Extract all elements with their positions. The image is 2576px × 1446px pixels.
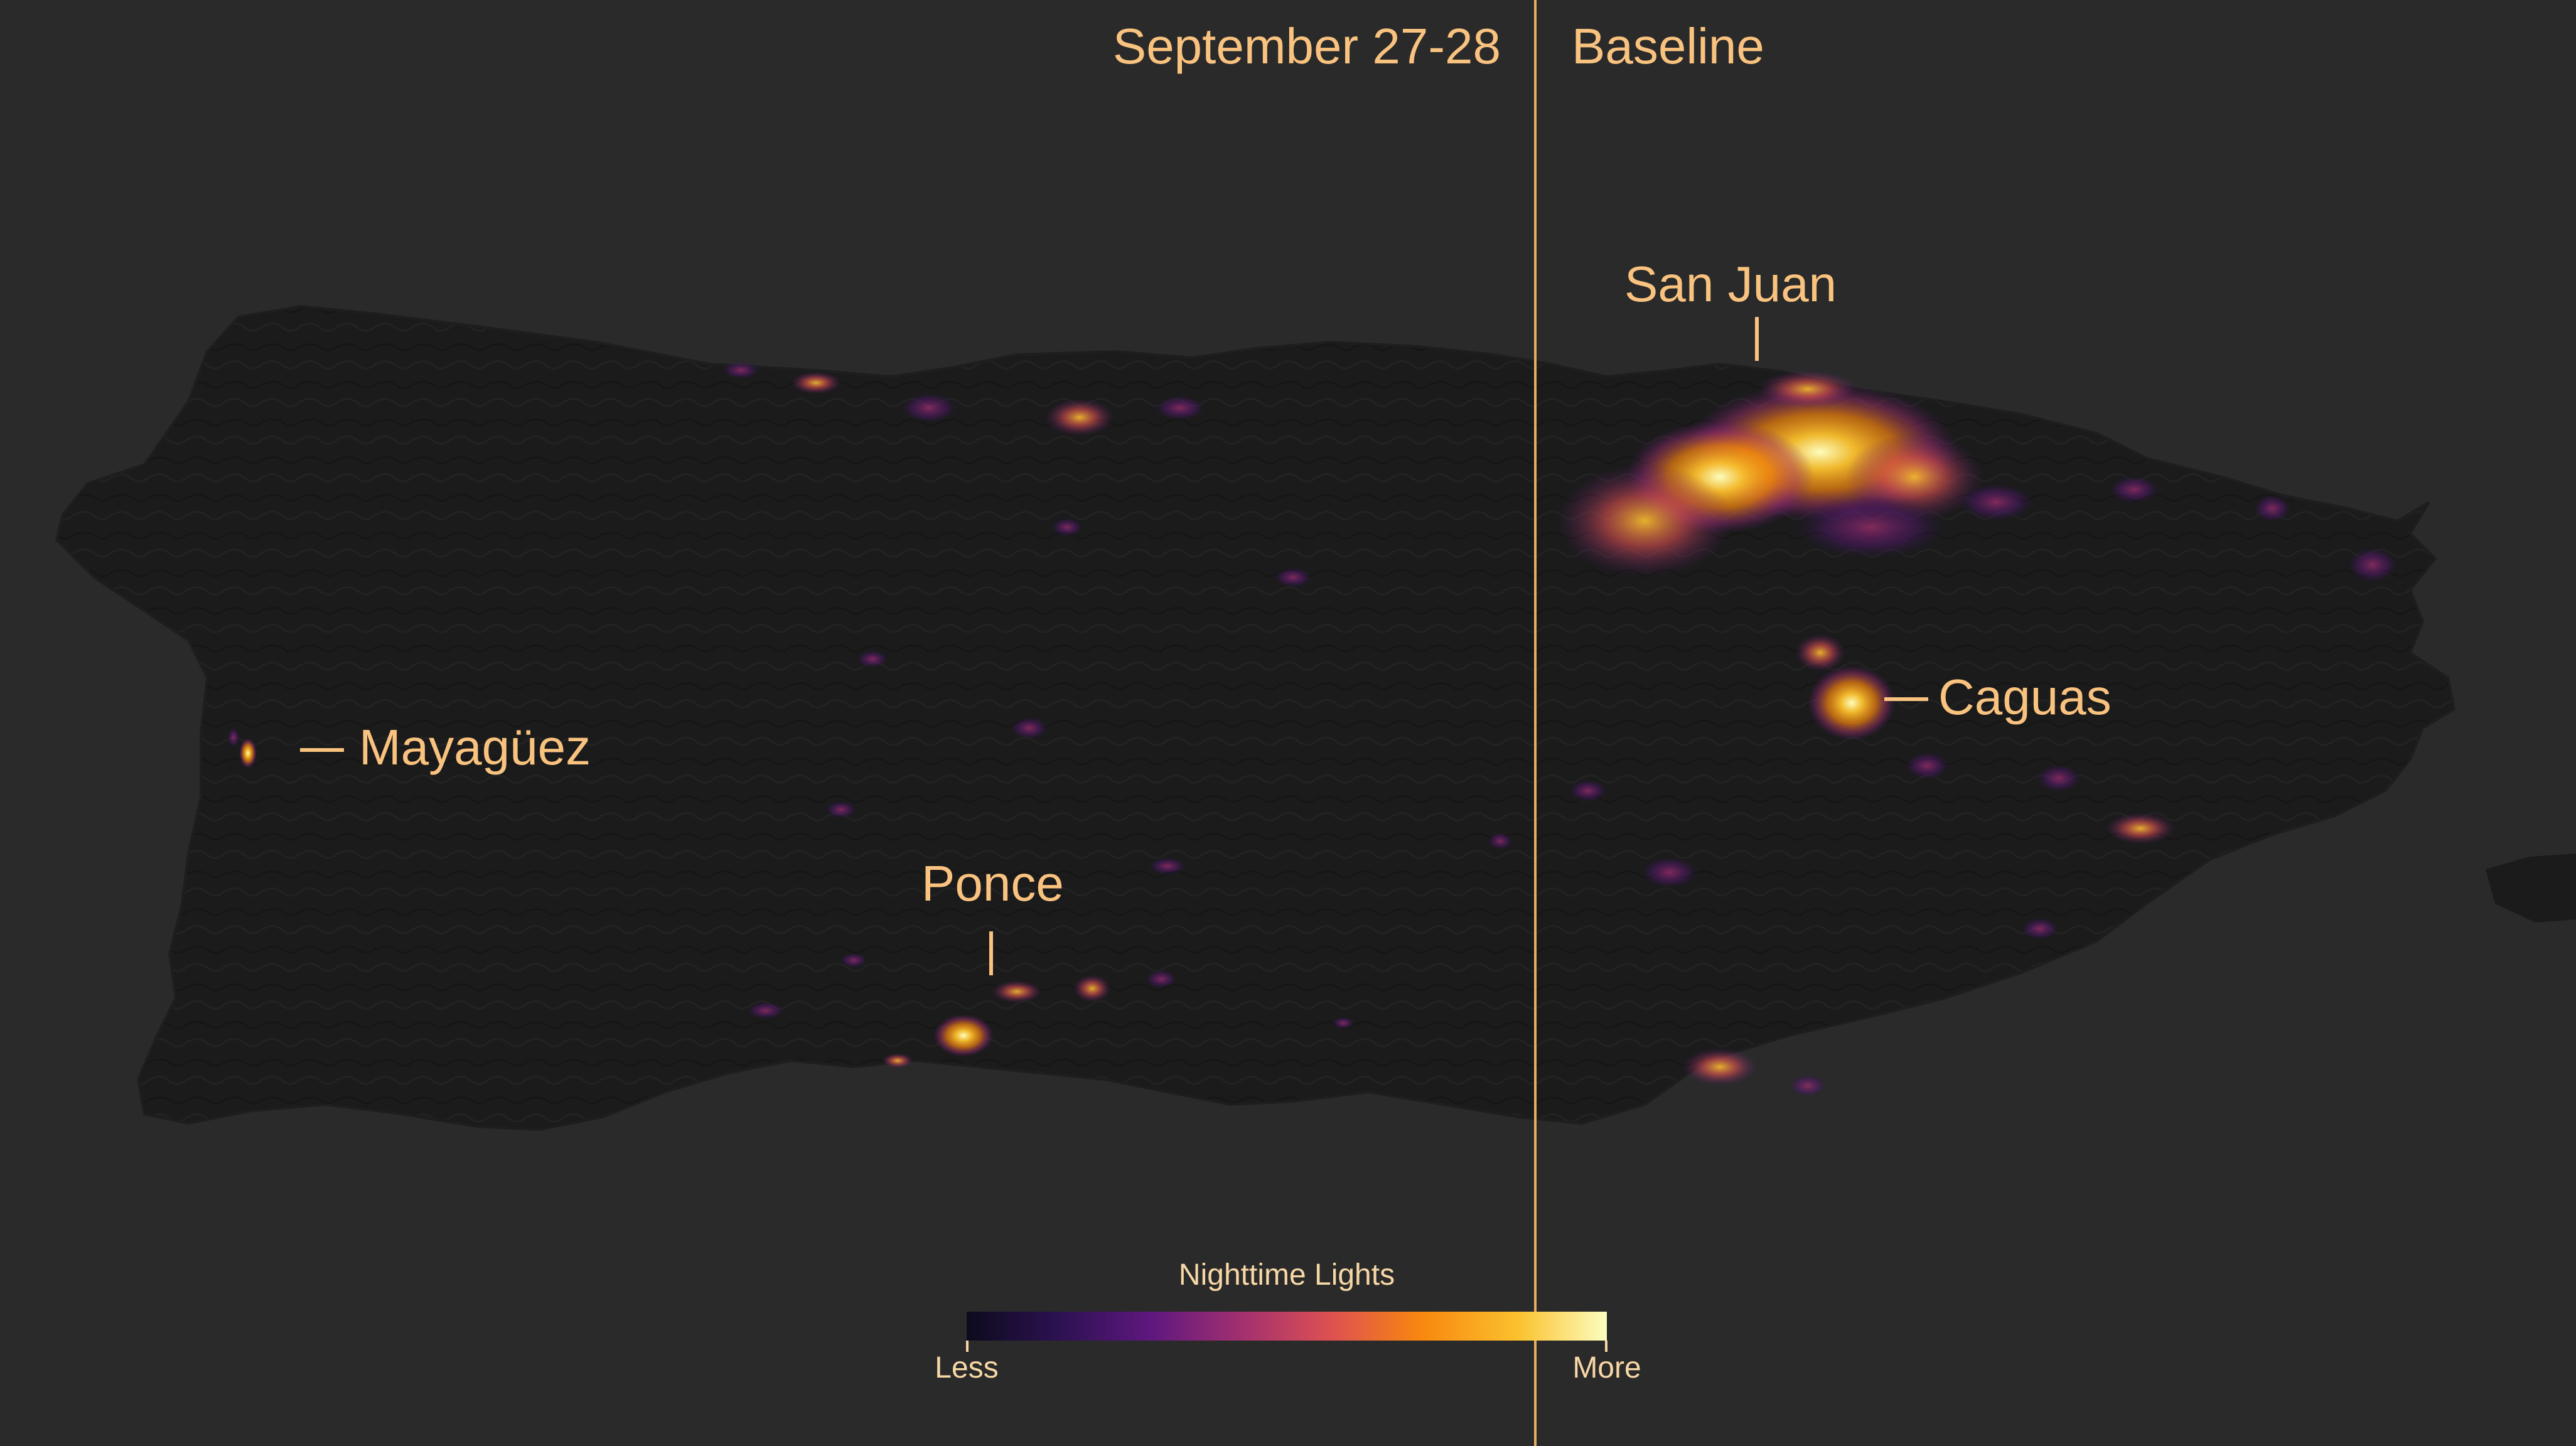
legend-label-more: More: [1572, 1351, 1641, 1384]
comparison-divider[interactable]: [1534, 0, 1537, 1446]
city-label-ponce: Ponce: [921, 855, 1064, 911]
leader-line-mayaguez: [300, 748, 344, 752]
city-label-caguas: Caguas: [1938, 669, 2112, 725]
lights-baseline: [1557, 370, 2398, 1097]
legend-tick-less: [966, 1341, 969, 1352]
leader-line-caguas: [1884, 697, 1928, 701]
panel-title-baseline: Baseline: [1572, 18, 1764, 74]
city-label-mayaguez: Mayagüez: [359, 719, 591, 775]
legend-title: Nighttime Lights: [1178, 1258, 1395, 1292]
legend-label-less: Less: [935, 1351, 999, 1384]
nighttime-lights-legend: Nighttime Lights Less More: [916, 1249, 1657, 1406]
leader-line-ponce: [989, 931, 993, 975]
legend-tick-more: [1605, 1341, 1607, 1352]
lights-post-storm: [227, 362, 1513, 1068]
leader-line-san-juan: [1755, 317, 1759, 361]
panel-title-post-storm: September 27-28: [1112, 18, 1501, 74]
city-label-san-juan: San Juan: [1624, 256, 1837, 312]
vieques-island: [2486, 854, 2576, 923]
legend-color-ramp: [967, 1312, 1607, 1341]
